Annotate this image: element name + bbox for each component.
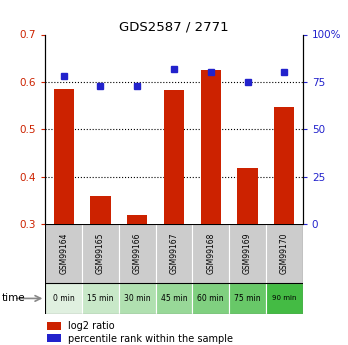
Bar [47, 322, 61, 330]
Text: time: time [2, 294, 25, 303]
Bar [82, 224, 119, 283]
Text: 60 min: 60 min [197, 294, 224, 303]
Bar [156, 224, 192, 283]
Bar [192, 283, 229, 314]
Bar [127, 215, 147, 224]
Bar [119, 283, 156, 314]
Text: 90 min: 90 min [272, 295, 296, 302]
Bar [45, 224, 82, 283]
Bar [45, 283, 82, 314]
Text: GSM99166: GSM99166 [133, 233, 142, 274]
Bar [156, 283, 192, 314]
Bar [266, 224, 303, 283]
Text: GSM99164: GSM99164 [59, 233, 68, 274]
Title: GDS2587 / 2771: GDS2587 / 2771 [119, 20, 229, 33]
Bar [164, 90, 184, 224]
Bar [237, 168, 258, 224]
Bar [54, 89, 74, 224]
Text: percentile rank within the sample: percentile rank within the sample [68, 334, 233, 344]
Text: 30 min: 30 min [124, 294, 151, 303]
Bar [274, 107, 294, 224]
Bar [119, 224, 156, 283]
Bar [229, 224, 266, 283]
Text: 0 min: 0 min [53, 294, 74, 303]
Text: 75 min: 75 min [234, 294, 261, 303]
Text: 15 min: 15 min [87, 294, 114, 303]
Bar [47, 334, 61, 342]
Text: GSM99167: GSM99167 [169, 233, 179, 274]
Text: GSM99170: GSM99170 [280, 233, 289, 274]
Bar [201, 70, 221, 224]
Bar [229, 283, 266, 314]
Text: 45 min: 45 min [161, 294, 187, 303]
Text: GSM99165: GSM99165 [96, 233, 105, 274]
Bar [266, 283, 303, 314]
Bar [82, 283, 119, 314]
Bar [90, 196, 111, 224]
Text: GSM99168: GSM99168 [206, 233, 215, 274]
Text: log2 ratio: log2 ratio [68, 321, 114, 331]
Text: GSM99169: GSM99169 [243, 233, 252, 274]
Bar [192, 224, 229, 283]
